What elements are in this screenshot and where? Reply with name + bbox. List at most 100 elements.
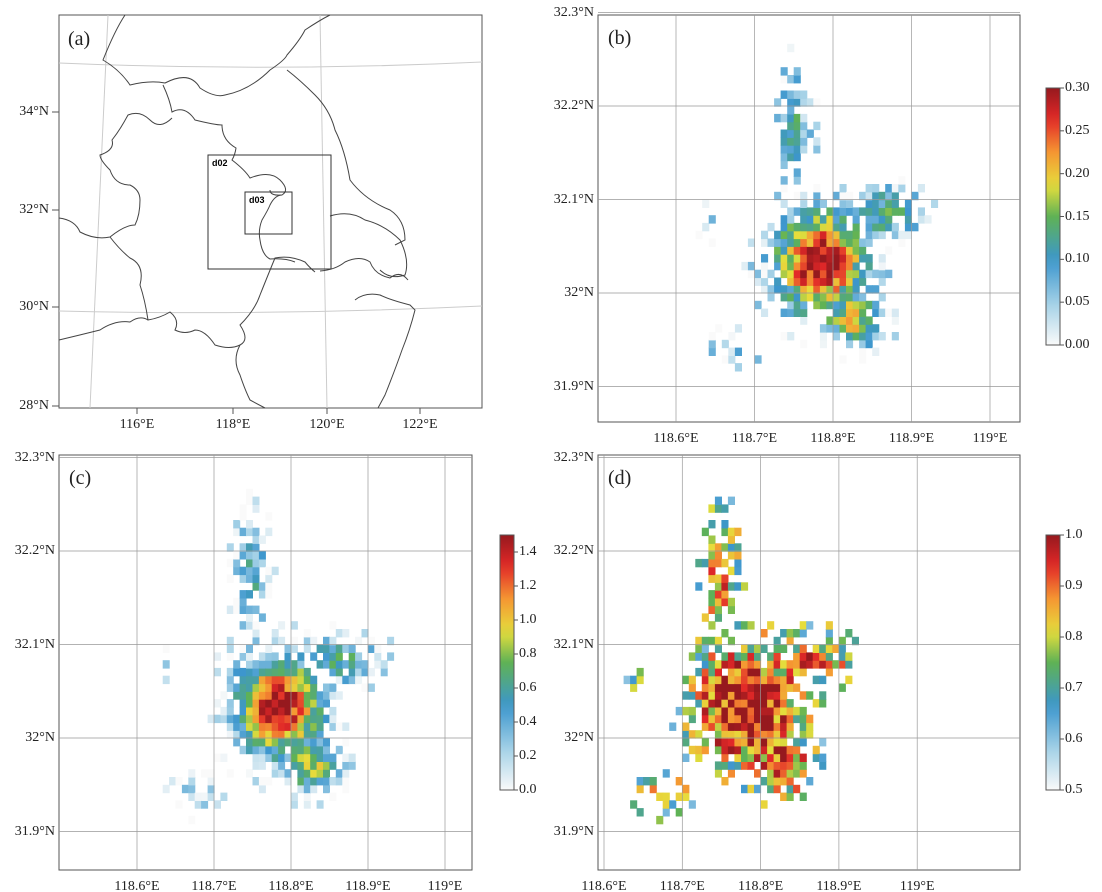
heatmap-cell <box>303 683 311 692</box>
heatmap-cell <box>323 699 330 708</box>
heatmap-cell <box>878 269 886 279</box>
heatmap-cell <box>741 582 749 591</box>
heatmap-cell <box>859 191 867 201</box>
heatmap-cell <box>252 753 260 762</box>
heatmap-cell <box>754 706 762 716</box>
heatmap-cell <box>271 652 279 661</box>
heatmap-cell <box>316 722 324 731</box>
lat-tick-label: 31.9°N <box>14 823 55 839</box>
heatmap-cell <box>754 699 762 708</box>
lat-tick-label: 32.3°N <box>14 449 55 465</box>
heatmap-cell <box>767 761 775 770</box>
heatmap-cell <box>226 558 234 568</box>
heatmap-cell <box>258 683 266 692</box>
heatmap-cell <box>226 543 234 552</box>
heatmap-cell <box>239 504 247 513</box>
heatmap-cell <box>348 652 356 661</box>
heatmap-cell <box>728 332 736 341</box>
heatmap-cell <box>806 652 814 661</box>
heatmap-cell <box>374 652 382 661</box>
heatmap-cell <box>826 261 834 271</box>
heatmap-cell <box>708 238 716 247</box>
heatmap-cell <box>265 699 273 708</box>
heatmap-cell <box>695 699 703 708</box>
heatmap-cell <box>303 753 311 762</box>
heatmap-cell <box>826 269 834 279</box>
heatmap-cell <box>780 215 788 224</box>
heatmap-cell <box>832 261 840 271</box>
heatmap-cell <box>714 496 722 505</box>
heatmap-cell <box>303 745 311 755</box>
heatmap-cell <box>747 652 755 661</box>
heatmap-cell <box>258 745 266 755</box>
heatmap-cell <box>278 761 286 770</box>
lon-tick-label: 118.9°E <box>888 431 935 446</box>
heatmap-cell <box>636 784 644 794</box>
heatmap-cell <box>800 316 808 325</box>
heatmap-cell <box>813 199 821 208</box>
heatmap-cell <box>760 675 768 685</box>
heatmap-cell <box>767 683 775 692</box>
heatmap-cell <box>825 644 833 653</box>
heatmap-cell <box>194 800 202 809</box>
heatmap-cell <box>852 308 860 317</box>
heatmap-cell <box>793 67 801 76</box>
heatmap-cell <box>220 706 228 716</box>
heatmap-cell <box>271 691 279 700</box>
heatmap-cell <box>786 777 794 786</box>
heatmap-cell <box>898 207 906 216</box>
heatmap-cell <box>675 777 683 786</box>
heatmap-cell <box>188 815 196 825</box>
heatmap-cell <box>246 621 253 630</box>
heatmap-cell <box>845 629 853 638</box>
boundary-line <box>102 14 331 97</box>
heatmap-cell <box>787 285 795 294</box>
heatmap-cell <box>872 285 880 294</box>
heatmap-cell <box>252 667 260 677</box>
heatmap-cell <box>278 706 286 716</box>
lat-tick-label: 32.1°N <box>553 191 594 207</box>
heatmap-cell <box>767 691 775 700</box>
heatmap-cell <box>793 168 801 177</box>
heatmap-cell <box>695 730 703 739</box>
heatmap-cell <box>780 745 788 755</box>
heatmap-cell <box>773 699 781 708</box>
heatmap-cell <box>701 667 709 677</box>
heatmap-cell <box>760 691 768 700</box>
panel-label: (b) <box>608 27 632 49</box>
heatmap-cell <box>793 269 801 279</box>
heatmap-cell <box>773 745 781 755</box>
heatmap-cell <box>721 722 729 731</box>
heatmap-cell <box>819 753 827 762</box>
heatmap-cell <box>812 745 820 755</box>
heatmap-cell <box>233 551 241 560</box>
heatmap-cell <box>846 316 854 325</box>
heatmap-cell <box>741 667 749 677</box>
heatmap-cell <box>780 777 788 786</box>
heatmap-cell <box>852 316 860 325</box>
heatmap-cell <box>741 660 749 669</box>
heatmap-cell <box>786 683 794 692</box>
heatmap-cell <box>701 636 709 646</box>
heatmap-cell <box>747 675 755 685</box>
heatmap-cell <box>734 551 742 560</box>
heatmap-cell <box>793 113 801 123</box>
colorbar <box>1045 87 1061 346</box>
heatmap-cell <box>239 745 247 755</box>
heatmap-cell <box>754 745 762 755</box>
heatmap-cell <box>310 714 318 724</box>
heatmap-cell <box>303 800 311 809</box>
heatmap-cell <box>780 129 788 138</box>
heatmap-cell <box>793 152 801 162</box>
heatmap-cell <box>741 745 749 755</box>
heatmap-cell <box>290 660 298 669</box>
heatmap-cell <box>688 730 696 739</box>
heatmap-cell <box>813 246 821 255</box>
heatmap-cell <box>780 269 788 279</box>
heatmap-cell <box>826 215 834 224</box>
heatmap-cell <box>310 769 318 778</box>
heatmap-cell <box>754 667 762 677</box>
heatmap-cell <box>878 230 886 240</box>
heatmap-cell <box>636 777 644 786</box>
